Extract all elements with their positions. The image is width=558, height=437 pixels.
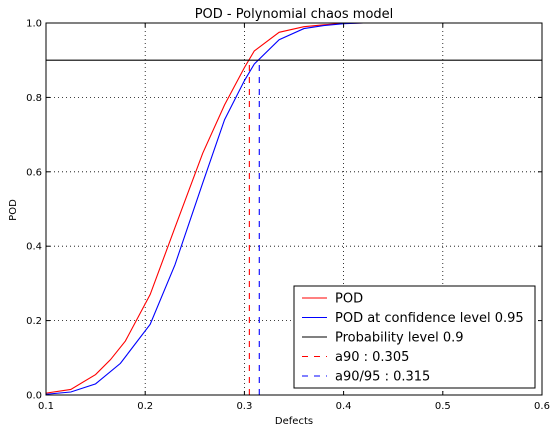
y-tick-label: 0.8 <box>26 93 42 104</box>
legend-label: Probability level 0.9 <box>335 331 464 346</box>
y-tick-label: 0.2 <box>26 316 42 327</box>
x-tick-label: 0.6 <box>534 401 550 412</box>
legend-box <box>293 285 536 389</box>
legend-label: a90 : 0.305 <box>335 350 409 365</box>
ticks: 0.1 0.2 0.3 0.4 0.5 0.6 0.0 0.2 0.4 0.6 0.8 1.0 <box>26 19 550 413</box>
legend-label: a90/95 : 0.315 <box>335 370 430 385</box>
legend-label: POD <box>335 292 363 307</box>
y-axis-label: POD <box>8 199 19 221</box>
legend-label: POD at confidence level 0.95 <box>335 311 524 326</box>
x-tick-label: 0.4 <box>336 401 352 412</box>
y-tick-label: 0.4 <box>26 242 42 253</box>
x-tick-label: 0.3 <box>236 401 252 412</box>
legend: POD POD at confidence level 0.95 Probabili… <box>293 285 536 389</box>
x-axis-label: Defects <box>275 416 313 427</box>
plot-frame <box>45 22 543 396</box>
x-tick-label: 0.1 <box>38 401 54 412</box>
x-tick-label: 0.5 <box>435 401 451 412</box>
x-tick-label: 0.2 <box>137 401 153 412</box>
y-tick-label: 1.0 <box>26 19 42 30</box>
y-tick-label: 0.6 <box>26 167 42 178</box>
y-tick-label: 0.0 <box>26 391 42 402</box>
chart-title: POD - Polynomial chaos model <box>195 7 394 22</box>
